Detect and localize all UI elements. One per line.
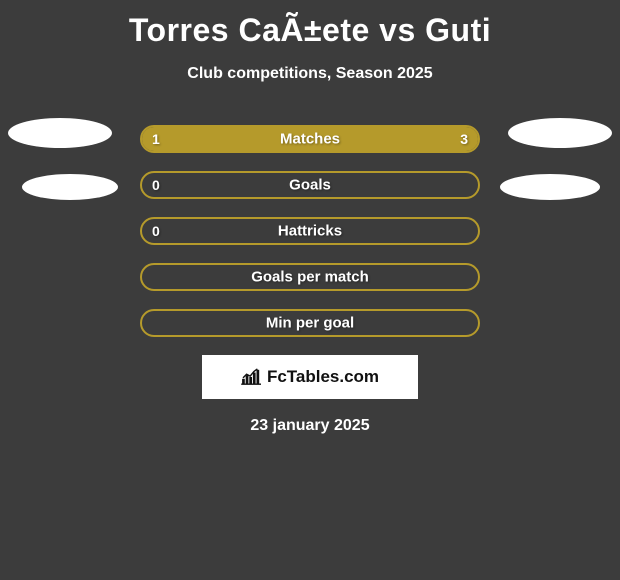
stats-area: Matches13Goals0Hattricks0Goals per match… xyxy=(0,125,620,435)
stat-value-right: 3 xyxy=(460,131,468,147)
stat-row: Goals per match xyxy=(140,263,480,291)
stat-label: Min per goal xyxy=(142,315,478,332)
stat-row: Matches1 3 xyxy=(140,125,480,153)
stat-label: Goals per match xyxy=(142,269,478,286)
stat-value-left: 0 xyxy=(152,177,160,193)
club-logo-placeholder xyxy=(22,174,118,200)
bar-chart-icon xyxy=(241,368,263,386)
stat-label: Hattricks xyxy=(142,223,478,240)
player-photo-placeholder xyxy=(8,118,112,148)
stat-value-left: 1 xyxy=(152,131,160,147)
stat-row: Min per goal xyxy=(140,309,480,337)
stat-label: Matches xyxy=(142,131,478,148)
player-photo-placeholder xyxy=(508,118,612,148)
club-logo-placeholder xyxy=(500,174,600,200)
stat-row: Goals0 xyxy=(140,171,480,199)
stat-row: Hattricks0 xyxy=(140,217,480,245)
stat-value-left: 0 xyxy=(152,223,160,239)
brand-text: FcTables.com xyxy=(267,367,379,387)
brand-box[interactable]: FcTables.com xyxy=(202,355,418,399)
snapshot-date: 23 january 2025 xyxy=(0,417,620,435)
page-subtitle: Club competitions, Season 2025 xyxy=(0,65,620,83)
page-title: Torres CaÃ±ete vs Guti xyxy=(0,0,620,49)
stat-label: Goals xyxy=(142,177,478,194)
